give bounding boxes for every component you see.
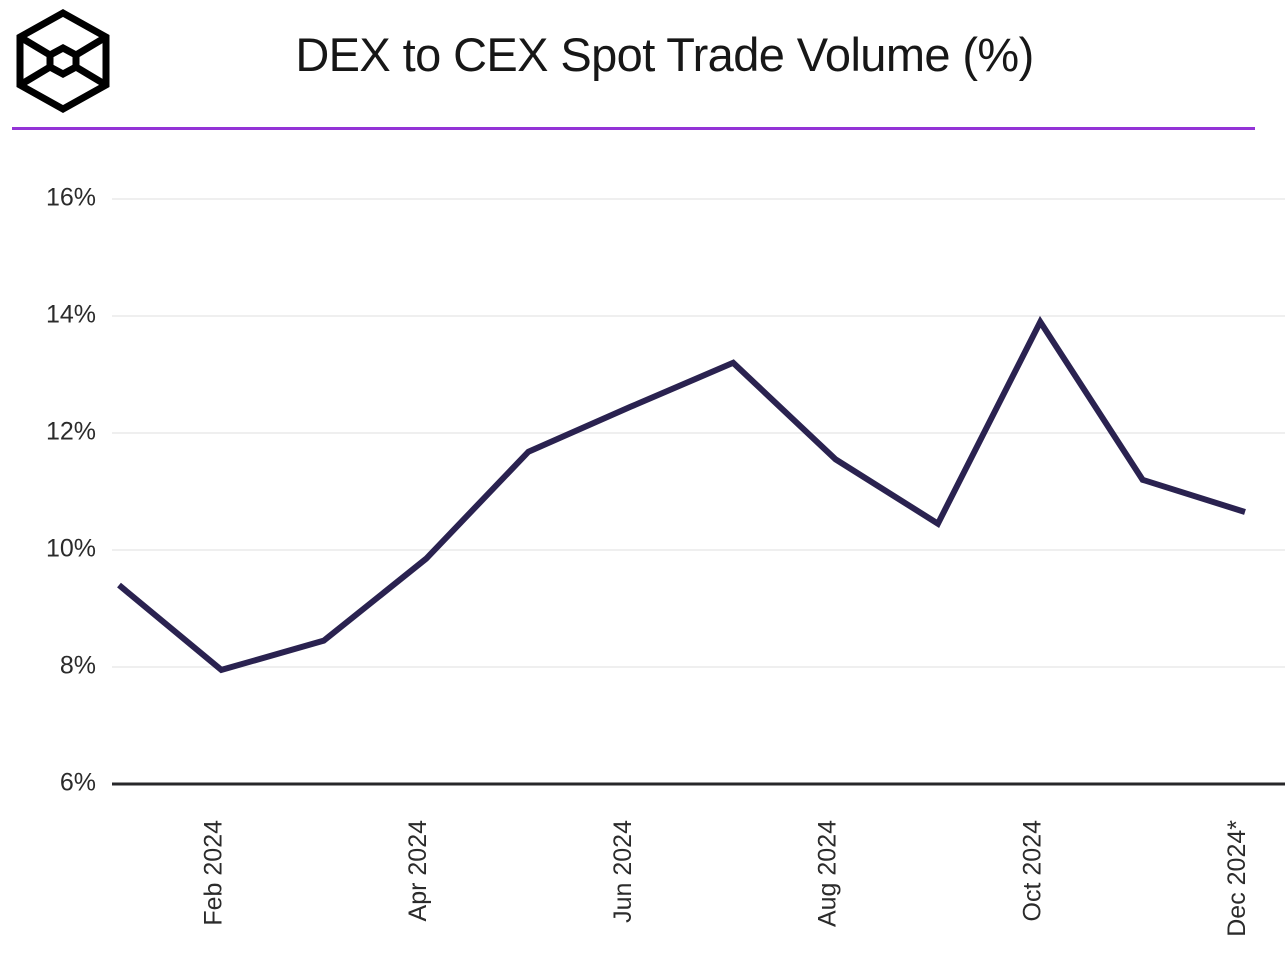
- x-axis-tick-labels: Feb 2024 Apr 2024 Jun 2024 Aug 2024 Oct 2024…: [199, 820, 1251, 937]
- y-axis-tick-label: 8%: [60, 652, 96, 680]
- y-axis-tick-label: 16%: [46, 184, 96, 212]
- y-axis-tick-label: 6%: [60, 769, 96, 797]
- gridlines: [112, 198, 1285, 786]
- hexagon-cube-logo-icon: [14, 8, 112, 114]
- x-axis-tick-label: Dec 2024*: [1223, 820, 1251, 937]
- chart-plot-area: 6% 8% 10% 12% 14% 16% Feb 2024 Apr 2024 Jun 202…: [0, 128, 1285, 968]
- x-axis-tick-label: Oct 2024: [1018, 820, 1046, 922]
- x-axis-tick-label: Apr 2024: [404, 820, 432, 922]
- x-axis-tick-label: Aug 2024: [814, 820, 842, 927]
- x-axis-tick-label: Jun 2024: [609, 820, 637, 923]
- y-axis-tick-labels: 6% 8% 10% 12% 14% 16%: [46, 184, 96, 797]
- chart-header: DEX to CEX Spot Trade Volume (%): [0, 0, 1285, 130]
- x-axis-tick-label: Feb 2024: [199, 820, 227, 926]
- page-title: DEX to CEX Spot Trade Volume (%): [295, 28, 1034, 81]
- y-axis-tick-label: 10%: [46, 535, 96, 563]
- data-series-line: [117, 315, 1246, 674]
- y-axis-tick-label: 14%: [46, 301, 96, 329]
- line-chart: 6% 8% 10% 12% 14% 16% Feb 2024 Apr 2024 Jun 202…: [46, 184, 1285, 937]
- y-axis-tick-label: 12%: [46, 418, 96, 446]
- header-accent-rule: [12, 127, 1255, 130]
